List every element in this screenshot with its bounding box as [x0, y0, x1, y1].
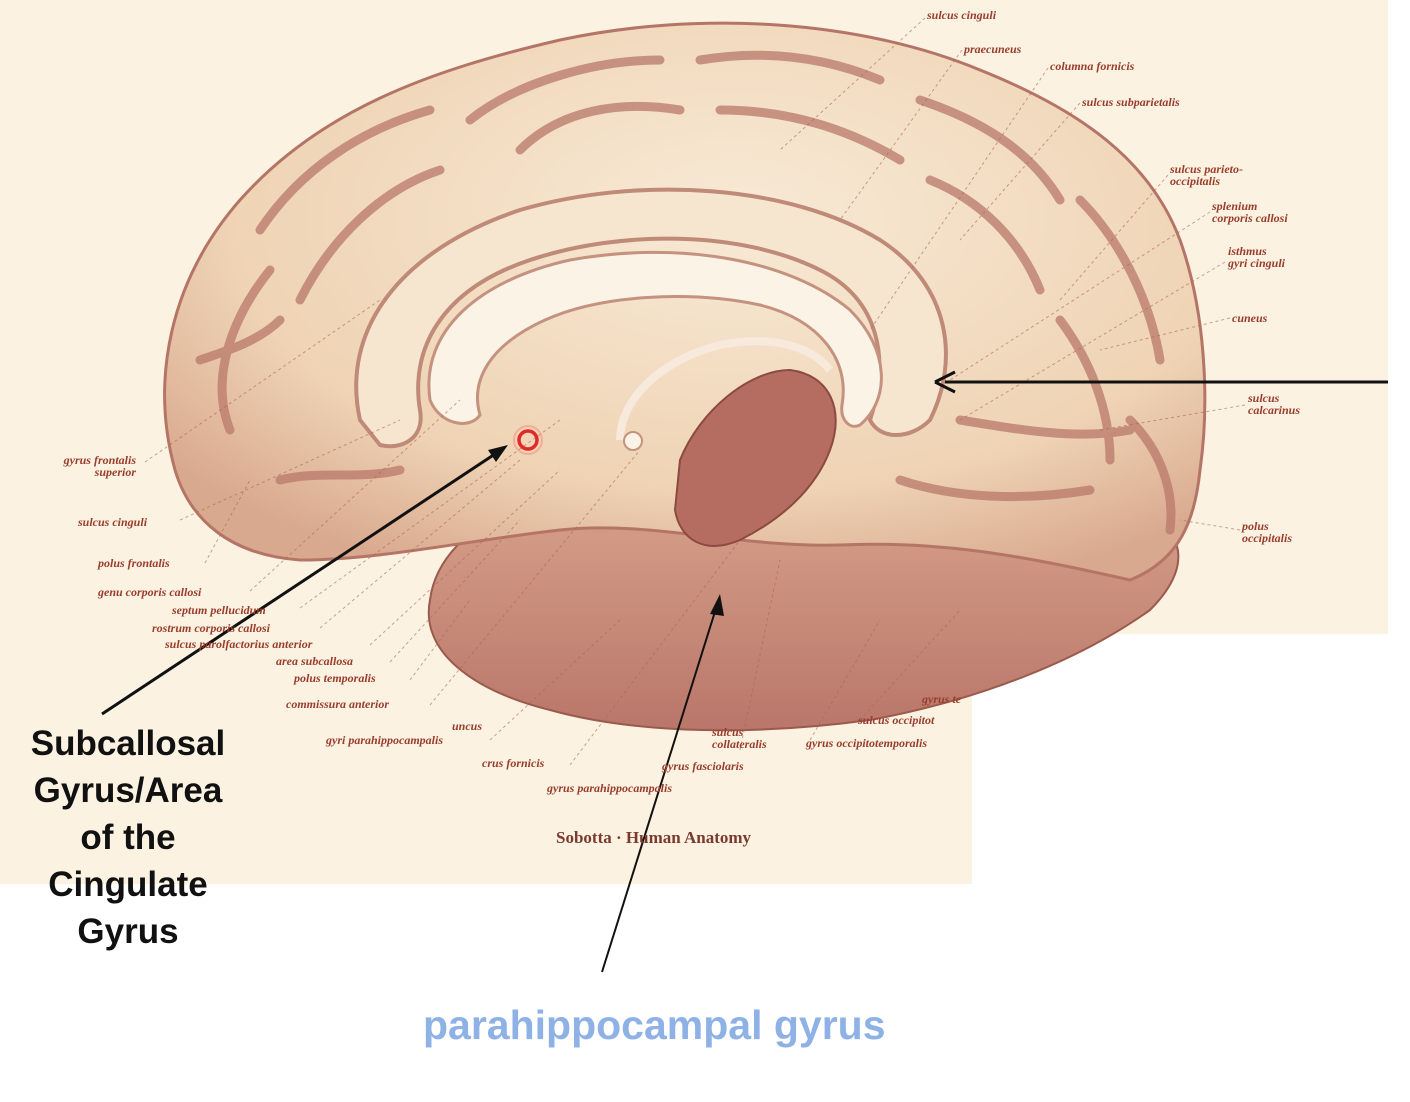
callout-line: Gyrus [77, 912, 179, 951]
parahippocampal-arrow-line [601, 601, 719, 973]
label-gyrus-frontalis-superior: gyrus frontalis superior [63, 453, 136, 479]
label-praecuneus: praecuneus [964, 42, 1022, 56]
label-polus-frontalis: polus frontalis [98, 556, 170, 570]
label-sulcus-parieto-occipitalis: sulcus parieto- occipitalis [1170, 162, 1244, 188]
thalamus [673, 368, 837, 547]
label-rostrum: rostrum corporis callosi [152, 621, 271, 635]
label-cuneus: cuneus [1232, 311, 1268, 325]
cingulate-gyrus [354, 187, 948, 449]
marker-glow [513, 425, 543, 455]
label-gyrus-parahippocampalis: gyrus parahippocampalis [547, 781, 673, 795]
label-polus-temporalis: polus temporalis [294, 671, 376, 685]
label-area-subcallosa: area subcallosa [276, 654, 354, 668]
callout-line: of the [80, 818, 176, 857]
fornix [616, 337, 834, 441]
label-columna-fornicis: columna fornicis [1050, 59, 1135, 73]
subcallosal-callout: Subcallosal Gyrus/Area of the Cingulate … [18, 720, 238, 955]
label-sulcus-collateralis: sulcus collateralis [712, 725, 767, 751]
label-gyrus-occipitotemporalis: gyrus occipitotemporalis [806, 736, 927, 750]
label-isthmus: isthmus gyri cinguli [1228, 244, 1286, 270]
label-splenium: splenium corporis callosi [1212, 199, 1288, 225]
label-sulcus-parolfactorius: sulcus parolfactorius anterior [165, 637, 313, 651]
right-arrow-head [934, 370, 956, 394]
label-polus-occipitalis: polus occipitalis [1242, 519, 1292, 545]
callout-line: Subcallosal [30, 724, 226, 763]
callout-line: Cingulate [48, 865, 208, 904]
label-crus-fornicis: crus fornicis [482, 756, 545, 770]
label-sulcus-calcarinus: sulcus calcarinus [1248, 391, 1301, 417]
callout-line: Gyrus/Area [33, 771, 223, 810]
label-genu: genu corporis callosi [98, 585, 202, 599]
parahippocampal-arrow-head [710, 594, 724, 616]
corpus-callosum [427, 250, 883, 428]
commissure [623, 431, 643, 451]
subcallosal-arrow-head [488, 445, 508, 462]
sulci [195, 50, 1176, 535]
label-gyri-parahippocampalis: gyri parahippocampalis [326, 733, 444, 747]
parahippocampal-answer: parahippocampal gyrus [423, 1002, 886, 1048]
brain-hemisphere [163, 21, 1207, 582]
label-sulcus-cinguli-left: sulcus cinguli [78, 515, 148, 529]
marker-ring [517, 429, 539, 451]
label-uncus: uncus [452, 719, 483, 733]
source-credit: Sobotta · Human Anatomy [556, 828, 752, 847]
label-sulcus-subparietalis: sulcus subparietalis [1082, 95, 1180, 109]
leader-lines [144, 17, 1246, 766]
subcallosal-arrow-line [101, 450, 499, 716]
label-gyrus-fasciolaris: gyrus fasciolaris [662, 759, 744, 773]
label-sulcus-cinguli-top: sulcus cinguli [927, 8, 997, 22]
label-gyrus-te: gyrus te [922, 692, 961, 706]
label-commissura-anterior: commissura anterior [286, 697, 390, 711]
label-sulcus-occipitotemporalis: sulcus occipitot [858, 713, 935, 727]
label-septum: septum pellucidum [172, 603, 266, 617]
